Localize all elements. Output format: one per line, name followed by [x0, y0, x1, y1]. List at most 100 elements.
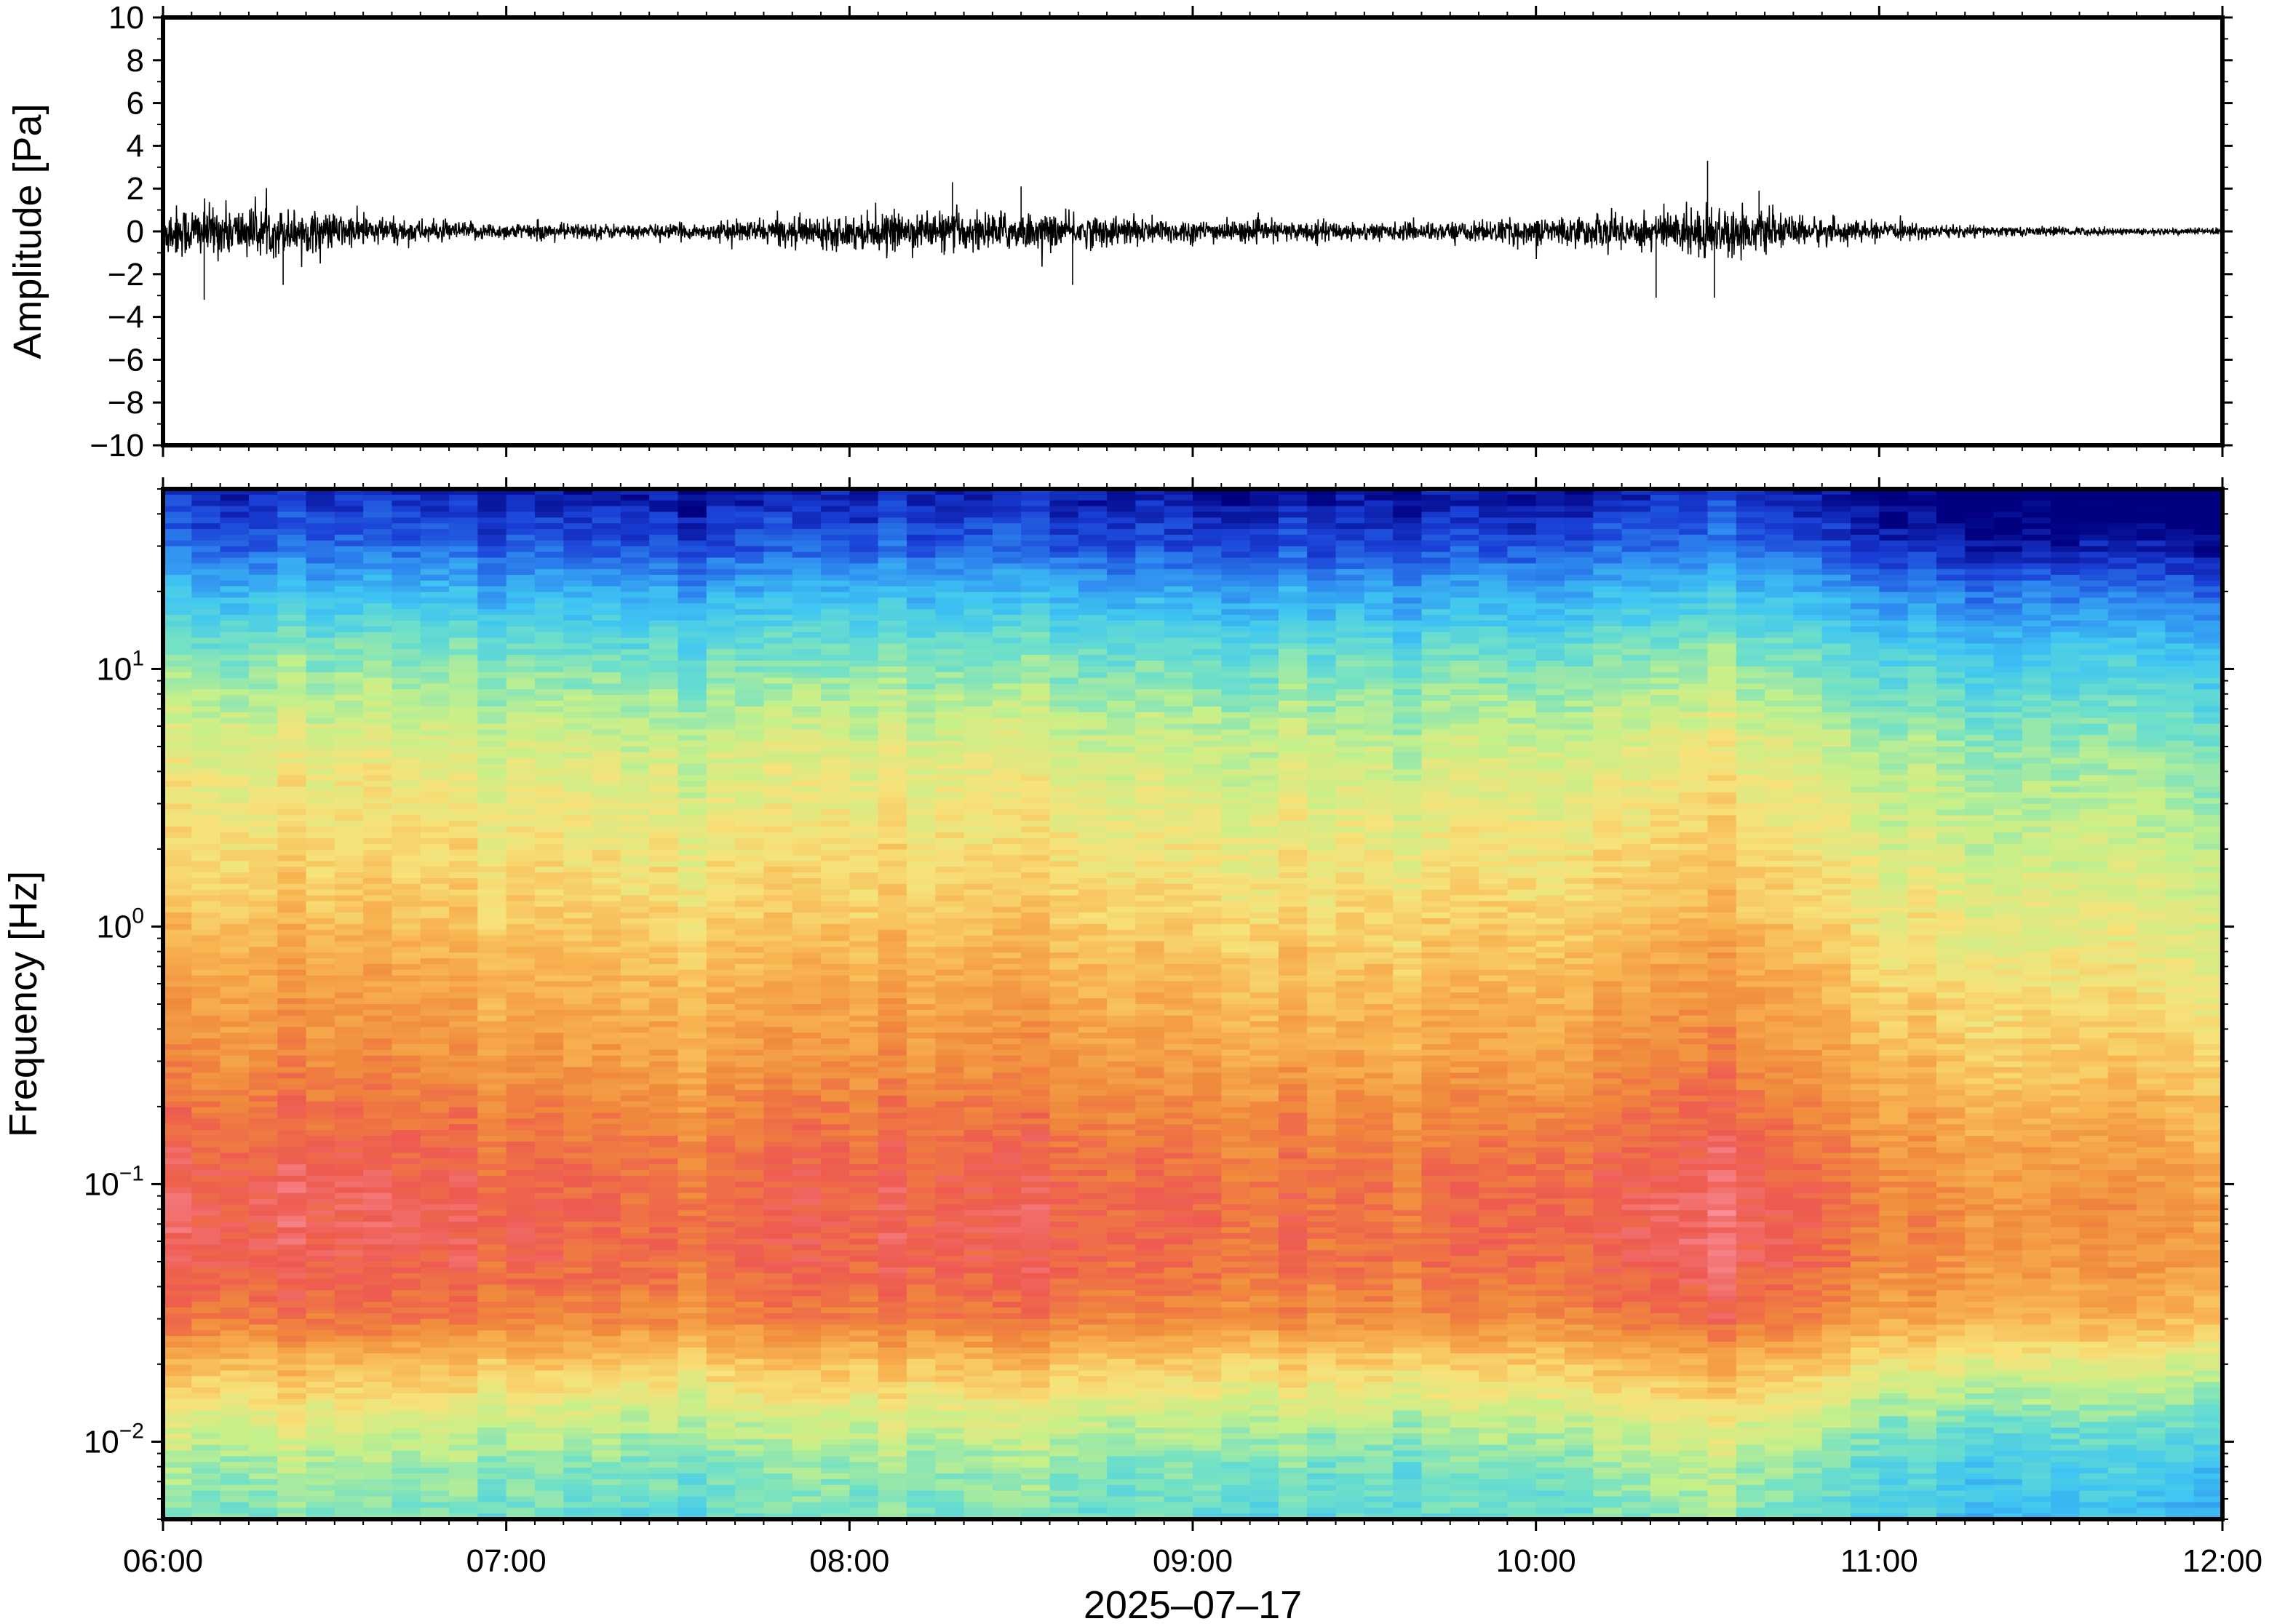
spectrogram-cell: [763, 712, 793, 719]
spectrogram-cell: [620, 569, 650, 576]
spectrogram-cell: [620, 1049, 650, 1056]
spectrogram-cell: [277, 1170, 307, 1177]
spectrogram-cell: [849, 1358, 879, 1366]
spectrogram-cell: [220, 912, 250, 919]
spectrogram-cell: [306, 1147, 335, 1154]
spectrogram-cell: [191, 609, 221, 616]
spectrogram-cell: [163, 1284, 193, 1291]
spectrogram-cell: [906, 815, 937, 822]
spectrogram-cell: [334, 1393, 364, 1400]
spectrogram-cell: [563, 1095, 593, 1102]
spectrogram-cell: [735, 592, 765, 599]
spectrogram-cell: [248, 506, 279, 513]
spectrogram-cell: [363, 1330, 393, 1337]
spectrogram-cell: [334, 489, 364, 495]
spectrogram-cell: [735, 1153, 765, 1160]
spectrogram-cell: [191, 792, 221, 799]
spectrogram-cell: [420, 569, 450, 576]
spectrogram-cell: [706, 1290, 736, 1297]
spectrogram-cell: [592, 557, 621, 565]
spectrogram-cell: [477, 1164, 507, 1171]
spectrogram-cell: [849, 912, 879, 919]
spectrogram-cell: [735, 1422, 765, 1428]
spectrogram-cell: [191, 1307, 221, 1314]
spectrogram-cell: [592, 832, 621, 839]
spectrogram-cell: [821, 552, 851, 559]
spectrogram-cell: [420, 1422, 450, 1428]
spectrogram-cell: [506, 1330, 536, 1337]
spectrogram-cell: [649, 1170, 679, 1177]
spectrogram-cell: [277, 855, 307, 862]
spectrogram-cell: [477, 615, 507, 621]
spectrogram-cell: [677, 1181, 707, 1188]
spectrogram-cell: [220, 609, 250, 616]
spectrogram-cell: [220, 735, 250, 741]
spectrogram-cell: [620, 969, 650, 976]
spectrogram-cell: [821, 1135, 851, 1142]
spectrogram-cell: [506, 494, 536, 501]
spectrogram-cell: [821, 1216, 851, 1222]
spectrogram-cell: [677, 1313, 707, 1320]
spectrogram-cell: [878, 1416, 907, 1423]
spectrogram-cell: [191, 1353, 221, 1360]
spectrogram-cell: [763, 1496, 793, 1503]
spectrogram-cell: [363, 580, 393, 587]
spectrogram-cell: [191, 1358, 221, 1366]
spectrogram-heatmap: [163, 489, 2223, 1520]
spectrogram-cell: [649, 1038, 679, 1045]
spectrogram-cell: [878, 1318, 907, 1326]
spectrogram-cell: [191, 632, 221, 639]
spectrogram-cell: [277, 1296, 307, 1302]
spectrogram-cell: [763, 741, 793, 747]
spectrogram-cell: [906, 827, 937, 833]
spectrogram-cell: [763, 1227, 793, 1234]
spectrogram-cell: [792, 723, 822, 731]
spectrogram-cell: [449, 883, 479, 891]
spectrogram-cell: [306, 1135, 335, 1142]
spectrogram-cell: [363, 941, 393, 948]
spectrogram-cell: [248, 494, 279, 501]
spectrogram-cell: [821, 689, 851, 696]
spectrogram-cell: [649, 981, 679, 988]
spectrogram-cell: [677, 1358, 707, 1366]
spectrogram-cell: [220, 1210, 250, 1217]
spectrogram-cell: [191, 712, 221, 719]
spectrogram-cell: [563, 661, 593, 667]
spectrogram-cell: [220, 1141, 250, 1148]
spectrogram-cell: [906, 534, 937, 541]
spectrogram-cell: [792, 517, 822, 524]
spectrogram-cell: [220, 540, 250, 547]
spectrogram-cell: [763, 849, 793, 856]
spectrogram-cell: [677, 1227, 707, 1234]
spectrogram-cell: [163, 1227, 193, 1234]
spectrogram-cell: [277, 1124, 307, 1131]
spectrogram-cell: [735, 672, 765, 679]
spectrogram-cell: [563, 1422, 593, 1428]
spectrogram-cell: [163, 1273, 193, 1280]
spectrogram-cell: [477, 655, 507, 661]
spectrogram-cell: [220, 958, 250, 965]
spectrogram-cell: [363, 557, 393, 565]
spectrogram-cell: [792, 1187, 822, 1194]
spectrogram-cell: [420, 775, 450, 781]
spectrogram-cell: [306, 787, 335, 793]
spectrogram-cell: [163, 1438, 193, 1446]
spectrogram-cell: [363, 837, 393, 845]
spectrogram-cell: [763, 1342, 793, 1348]
spectrogram-cell: [534, 1101, 565, 1108]
spectrogram-cell: [763, 1393, 793, 1400]
spectrogram-cell: [363, 992, 393, 999]
spectrogram-cell: [449, 1227, 479, 1234]
spectrogram-cell: [792, 677, 822, 685]
spectrogram-cell: [849, 832, 879, 839]
spectrogram-cell: [706, 1101, 736, 1108]
spectrogram-cell: [649, 1009, 679, 1016]
spectrogram-cell: [792, 895, 822, 902]
spectrogram-cell: [306, 1055, 335, 1062]
spectrogram-cell: [220, 1342, 250, 1348]
spectrogram-cell: [821, 935, 851, 942]
spectrogram-cell: [677, 747, 707, 753]
spectrogram-cell: [878, 929, 907, 936]
spectrogram-cell: [792, 769, 822, 776]
spectrogram-cell: [477, 1318, 507, 1326]
